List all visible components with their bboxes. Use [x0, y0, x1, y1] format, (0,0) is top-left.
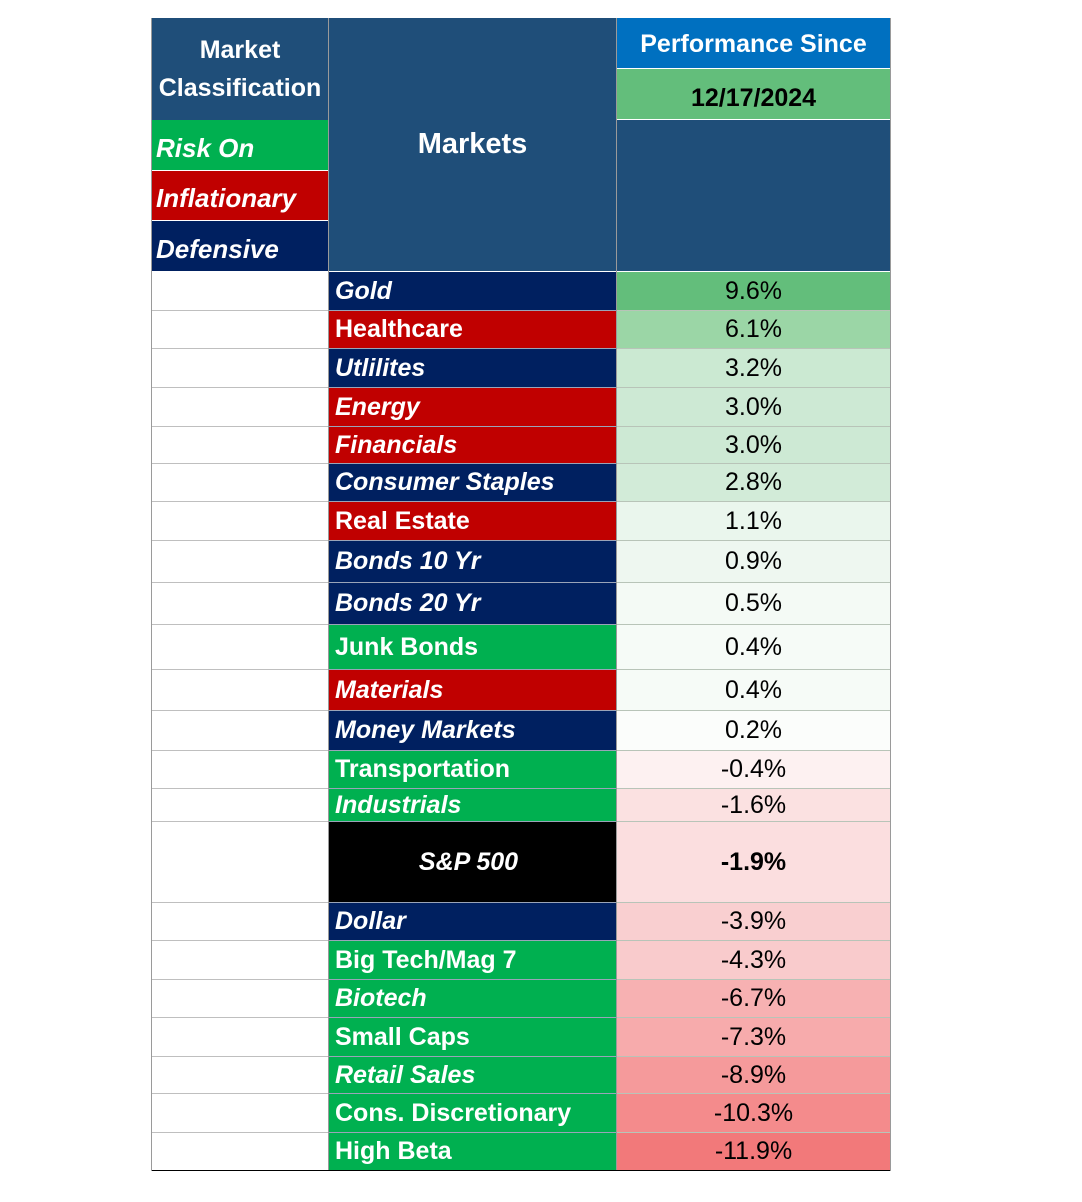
classification-header-line1: Market	[199, 36, 281, 64]
performance-value-cell: 2.8%	[617, 464, 890, 502]
classification-cell	[152, 311, 328, 349]
classification-cell	[152, 789, 328, 822]
classification-cell	[152, 349, 328, 388]
performance-value-cell: 0.5%	[617, 583, 890, 625]
market-name-cell: Financials	[329, 427, 616, 464]
performance-value-cell: -1.6%	[617, 789, 890, 822]
market-name-cell: Consumer Staples	[329, 464, 616, 502]
market-name-cell: Gold	[329, 272, 616, 311]
market-name-cell: Big Tech/Mag 7	[329, 941, 616, 980]
left-border	[151, 18, 152, 1171]
market-name-cell: Retail Sales	[329, 1057, 616, 1094]
performance-value-cell: 0.9%	[617, 541, 890, 583]
market-name-cell: Biotech	[329, 980, 616, 1018]
classification-cell	[152, 980, 328, 1018]
classification-cell	[152, 903, 328, 941]
classification-cell	[152, 464, 328, 502]
market-name-cell: Money Markets	[329, 711, 616, 751]
classification-cell	[152, 1133, 328, 1171]
market-name-cell: Dollar	[329, 903, 616, 941]
classification-cell	[152, 751, 328, 789]
performance-header-label: Performance Since	[640, 30, 867, 58]
market-name-cell: Utlilites	[329, 349, 616, 388]
performance-value-cell: 3.0%	[617, 388, 890, 427]
performance-value-cell: 3.2%	[617, 349, 890, 388]
column-divider-2	[616, 18, 617, 1171]
classification-cell	[152, 427, 328, 464]
classification-cell	[152, 272, 328, 311]
performance-value-cell: 0.4%	[617, 670, 890, 711]
performance-value-cell: -0.4%	[617, 751, 890, 789]
classification-cell	[152, 1057, 328, 1094]
classification-cell	[152, 711, 328, 751]
performance-value-cell: -1.9%	[617, 822, 890, 903]
performance-value-cell: -6.7%	[617, 980, 890, 1018]
performance-value-cell: -11.9%	[617, 1133, 890, 1171]
markets-header: Markets	[329, 18, 616, 271]
market-name-cell: Energy	[329, 388, 616, 427]
market-name-cell: Small Caps	[329, 1018, 616, 1057]
market-name-cell: Materials	[329, 670, 616, 711]
classification-cell	[152, 822, 328, 903]
performance-value-cell: 3.0%	[617, 427, 890, 464]
market-name-cell: Bonds 20 Yr	[329, 583, 616, 625]
market-name-cell: High Beta	[329, 1133, 616, 1171]
classification-cell	[152, 541, 328, 583]
classification-cell	[152, 502, 328, 541]
classification-cell	[152, 941, 328, 980]
classification-header-line2: Classification	[158, 74, 322, 102]
market-name-cell: Healthcare	[329, 311, 616, 349]
date-header: 12/17/2024	[617, 69, 890, 119]
performance-value-cell: 6.1%	[617, 311, 890, 349]
performance-value-cell: 9.6%	[617, 272, 890, 311]
performance-value-cell: -4.3%	[617, 941, 890, 980]
bottom-border	[152, 1170, 890, 1171]
classification-cell	[152, 388, 328, 427]
classification-header: Market Classification	[152, 18, 328, 120]
market-name-cell: Cons. Discretionary	[329, 1094, 616, 1133]
market-name-cell: Transportation	[329, 751, 616, 789]
performance-value-cell: 0.2%	[617, 711, 890, 751]
performance-header: Performance Since	[617, 18, 890, 68]
classification-cell	[152, 583, 328, 625]
legend-defensive: Defensive	[152, 221, 328, 271]
classification-cell	[152, 670, 328, 711]
performance-value-cell: -7.3%	[617, 1018, 890, 1057]
legend-risk-on: Risk On	[152, 120, 328, 170]
performance-value-cell: -3.9%	[617, 903, 890, 941]
market-name-cell: Junk Bonds	[329, 625, 616, 670]
performance-value-cell: -10.3%	[617, 1094, 890, 1133]
performance-value-cell: -8.9%	[617, 1057, 890, 1094]
performance-value-cell: 1.1%	[617, 502, 890, 541]
market-name-cell: Real Estate	[329, 502, 616, 541]
classification-cell	[152, 1018, 328, 1057]
markets-header-label: Markets	[417, 128, 528, 160]
performance-value-cell: 0.4%	[617, 625, 890, 670]
column-divider	[328, 18, 329, 1171]
market-name-cell: S&P 500	[329, 822, 616, 903]
date-header-label: 12/17/2024	[690, 84, 817, 112]
performance-header-blank	[617, 120, 890, 271]
market-name-cell: Industrials	[329, 789, 616, 822]
right-border	[890, 18, 891, 1171]
classification-cell	[152, 1094, 328, 1133]
legend-inflationary: Inflationary	[152, 171, 328, 220]
classification-cell	[152, 625, 328, 670]
market-name-cell: Bonds 10 Yr	[329, 541, 616, 583]
